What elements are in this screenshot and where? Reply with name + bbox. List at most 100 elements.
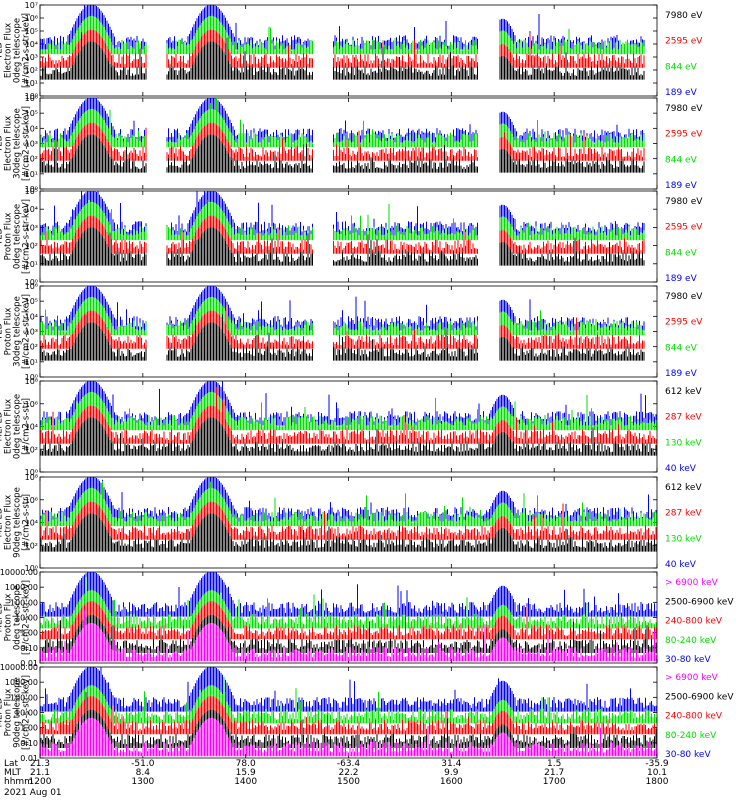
y-tick-label: 10⁶ [25, 282, 38, 291]
series-group [40, 286, 645, 361]
y-axis-label-line: MEPED [0, 411, 5, 441]
series-green [40, 391, 657, 431]
series-blue [40, 286, 645, 331]
panel-3: 10⁰ 10¹ 10² 10³ 10⁴ 10⁵ TEDProton Flux0deg tel… [0, 187, 703, 287]
y-tick-label: 10⁵ [25, 297, 38, 306]
series-blue [40, 477, 657, 522]
y-tick-label: 10⁵ [25, 109, 38, 118]
series-green [40, 576, 657, 629]
legend-magenta: > 6900 keV [665, 578, 719, 588]
y-tick-label: 10⁴ [25, 312, 38, 321]
y-axis-label-line: TED [0, 134, 5, 153]
series-green [40, 480, 657, 527]
footer-value: 1700 [543, 777, 566, 787]
series-red [40, 692, 657, 735]
y-tick-label: 10³ [25, 53, 38, 62]
series-group [40, 191, 645, 266]
y-axis-label-line: 0deg telescope [13, 394, 23, 459]
legend-blue: 189 eV [665, 181, 698, 191]
y-tick-label: 10² [25, 343, 38, 352]
y-axis-label-line: 30deg telescope [13, 108, 23, 179]
y-tick-label: 100.00 [10, 598, 38, 607]
legend-blue: 40 keV [665, 464, 697, 474]
legend-red: 2595 eV [665, 37, 703, 47]
footer-value: -35.9 [645, 759, 669, 769]
y-axis-label: MEPEDElectron Flux90deg telescope[#/cm2-… [0, 487, 32, 558]
footer-value: -63.4 [337, 759, 361, 769]
y-axis-label: TEDElectron Flux30deg telescope[#/cm2-s-… [0, 106, 32, 181]
series-group [40, 572, 657, 662]
legend-green: 844 eV [665, 343, 698, 353]
y-axis-label: MEPEDElectron Flux0deg telescope[#/cm2-s… [0, 394, 32, 459]
series-blue [40, 667, 657, 712]
y-tick-label: 0.01 [20, 659, 38, 668]
y-axis-label-line: 30deg telescope [13, 296, 23, 367]
y-tick-label: 10⁰ [25, 278, 38, 287]
footer-value: 1800 [646, 777, 669, 787]
date-label: 2021 Aug 01 [4, 788, 62, 798]
panel-5: 10⁰ 10² 10⁴ 10⁶ 10⁸ MEPEDElectron Flux0deg te… [0, 377, 702, 477]
y-tick-label: 10³ [25, 140, 38, 149]
footer-value: 1.5 [547, 759, 561, 769]
series-black [40, 417, 657, 456]
y-tick-label: 10000.00 [0, 663, 38, 672]
series-black [40, 508, 657, 552]
legend-red: 2595 eV [665, 130, 703, 140]
legend-black: 7980 eV [665, 197, 703, 207]
legend-blue: 30-80 keV [665, 655, 711, 665]
y-axis-label-line: 0deg telescope [13, 585, 23, 650]
y-tick-label: 10⁶ [25, 400, 38, 409]
series-black [40, 134, 645, 173]
footer-row-label: Lat [4, 759, 19, 769]
y-tick-label: 10¹ [25, 260, 38, 269]
y-axis-label-line: [#/cm2-s-str-keV] [22, 294, 32, 369]
y-axis-label-line: 0deg telescope [13, 204, 23, 269]
y-tick-label: 10⁵ [25, 187, 38, 196]
y-axis-label: MEPEDProton Flux0deg telescope[#/cm2-s-s… [0, 580, 32, 655]
footer-value: 1300 [131, 777, 154, 787]
series-green [40, 15, 645, 55]
series-group [40, 5, 645, 80]
legend-black: 612 keV [665, 387, 702, 397]
y-axis-label-line: [#/cm2-s-str] [22, 398, 32, 455]
y-axis-label-line: Proton Flux [4, 689, 14, 737]
y-axis-label-line: TED [0, 227, 5, 246]
legend-blue: 30-80 keV [665, 750, 711, 760]
y-axis-label-line: Proton Flux [4, 594, 14, 642]
series-black [40, 227, 645, 266]
y-tick-label: 1000.00 [5, 583, 38, 592]
y-axis-label-line: [#/cm2-s-str-keV] [22, 675, 32, 750]
y-tick-label: 10⁴ [25, 423, 38, 432]
y-axis-label-line: Proton Flux [4, 308, 14, 356]
y-axis-label-line: Electron Flux [4, 399, 14, 454]
y-tick-label: 10⁶ [25, 496, 38, 505]
footer-value: 15.9 [236, 768, 256, 778]
footer-value: 31.4 [441, 759, 461, 769]
y-tick-label: 10⁰ [25, 185, 38, 194]
series-group [40, 477, 657, 552]
y-tick-label: 10¹ [25, 79, 38, 88]
y-tick-label: 10¹ [25, 358, 38, 367]
footer-value: 21.7 [544, 768, 564, 778]
legend-green: 130 keV [665, 438, 702, 448]
y-axis-label-line: Electron Flux [4, 116, 14, 171]
y-axis-label-line: [#/cm2-s-str] [22, 494, 32, 551]
footer-value: 9.9 [444, 768, 459, 778]
legend-black: 7980 eV [665, 11, 703, 21]
y-tick-label: 10⁰ [25, 92, 38, 101]
footer-value: 1600 [440, 777, 463, 787]
legend-black: 612 keV [665, 483, 702, 493]
footer-row-label: MLT [4, 768, 22, 778]
legend-red: 2595 eV [665, 318, 703, 328]
legend-red: 2595 eV [665, 223, 703, 233]
y-tick-label: 0.10 [20, 644, 38, 653]
panel-6: 10⁰ 10² 10⁴ 10⁶ 10⁸ MEPEDElectron Flux90deg t… [0, 473, 702, 573]
footer-value: 10.1 [647, 768, 667, 778]
legend-green: 844 eV [665, 248, 698, 258]
series-red [40, 386, 657, 444]
panel-4: 10⁰ 10¹ 10² 10³ 10⁴ 10⁵ 10⁶ TEDProton Flux30deg… [0, 282, 703, 382]
series-group [40, 381, 657, 456]
footer-value: 78.0 [236, 759, 256, 769]
y-axis-label: TEDProton Flux30deg telescope[#/cm2-s-st… [0, 294, 32, 369]
